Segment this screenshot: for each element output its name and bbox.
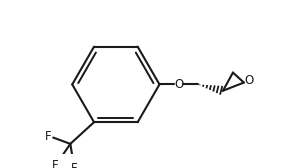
Text: F: F [52, 159, 59, 168]
Text: F: F [45, 130, 52, 143]
Text: O: O [244, 74, 253, 87]
Text: O: O [174, 78, 183, 91]
Text: F: F [71, 162, 78, 168]
